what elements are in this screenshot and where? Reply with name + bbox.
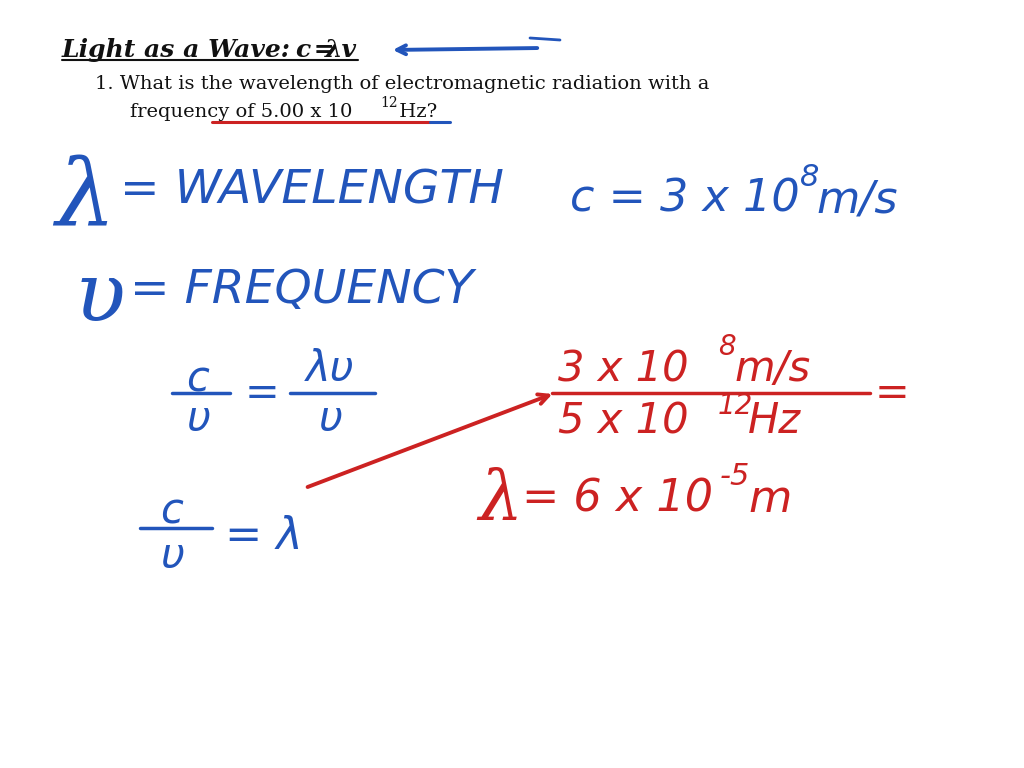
Text: Hz: Hz [748,400,801,442]
Text: c: c [161,490,183,532]
Text: υ: υ [75,258,126,338]
Text: 12: 12 [380,96,397,110]
Text: Hz?: Hz? [393,103,437,121]
Text: λ: λ [478,468,522,535]
Text: 3 x 10: 3 x 10 [558,348,688,390]
Text: 1. What is the wavelength of electromagnetic radiation with a: 1. What is the wavelength of electromagn… [95,75,710,93]
Text: λυ: λυ [305,348,354,390]
Text: = 6 x 10: = 6 x 10 [522,478,713,521]
Text: 8: 8 [800,163,819,192]
Text: c = 3 x 10: c = 3 x 10 [570,178,800,221]
Text: υ: υ [317,398,342,440]
Text: 5 x 10: 5 x 10 [558,400,688,442]
Text: =: = [874,372,909,414]
Text: υ: υ [160,535,184,577]
Text: = WAVELENGTH: = WAVELENGTH [120,168,504,213]
Text: υ: υ [186,398,210,440]
Text: = FREQUENCY: = FREQUENCY [130,268,473,313]
Text: = λ: = λ [225,515,303,558]
Text: frequency of 5.00 x 10: frequency of 5.00 x 10 [130,103,352,121]
Text: m/s: m/s [735,348,811,390]
Text: m/s: m/s [816,178,897,221]
Text: =: = [245,372,280,414]
Text: =: = [305,38,343,62]
Text: c: c [186,358,210,400]
Text: m: m [748,478,792,521]
Text: 12: 12 [718,392,754,420]
Text: c: c [295,38,310,62]
Text: -5: -5 [720,462,751,491]
Text: λv: λv [325,38,357,62]
Text: Light as a Wave:: Light as a Wave: [62,38,300,62]
Text: λ: λ [55,155,115,245]
Text: 8: 8 [718,333,735,361]
